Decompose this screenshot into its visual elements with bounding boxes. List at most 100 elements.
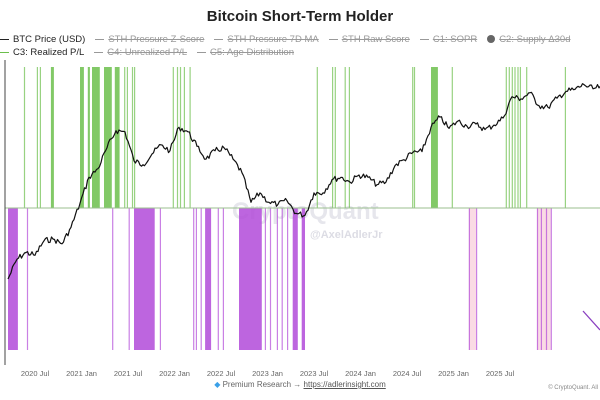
- purple-signal-bar: [134, 208, 155, 350]
- green-signal-bar: [134, 67, 136, 208]
- purple-signal-bar: [239, 208, 262, 350]
- x-tick-label: 2020 Jul: [21, 369, 50, 378]
- legend-line-icon: [328, 38, 338, 40]
- x-tick-label: 2021 Jan: [66, 369, 97, 378]
- green-signal-bar: [183, 67, 185, 208]
- legend-label: BTC Price (USD): [13, 34, 86, 45]
- legend-row: C3: Realized P/L C4: Unrealized P/L C5: Ag…: [0, 46, 600, 59]
- green-signal-bar: [344, 67, 346, 208]
- green-signal-bar: [39, 67, 41, 208]
- legend-label: C5: Age Distribution: [210, 47, 294, 58]
- x-tick-label: 2023 Jan: [252, 369, 283, 378]
- green-signal-bar: [564, 67, 566, 208]
- green-signal-bar: [172, 67, 174, 208]
- green-signal-bar: [451, 67, 453, 208]
- x-tick-label: 2023 Jul: [300, 369, 329, 378]
- legend-label: C1: SOPR: [432, 34, 478, 45]
- purple-signal-bar: [264, 208, 266, 350]
- green-signal-bar: [189, 67, 191, 208]
- green-signal-bar: [334, 67, 336, 208]
- legend-label: C2: Supply Δ30d: [499, 34, 571, 45]
- legend-item[interactable]: C1: SOPR: [419, 33, 478, 46]
- purple-signal-bar: [195, 208, 197, 350]
- green-signal-bar: [412, 67, 414, 208]
- x-tick-label: 2022 Jan: [159, 369, 190, 378]
- legend-line-icon: [0, 51, 9, 53]
- purple-signal-bar: [159, 208, 161, 350]
- green-signal-bar: [50, 67, 54, 208]
- green-signal-bar: [176, 67, 179, 208]
- x-tick-label: 2025 Jan: [438, 369, 469, 378]
- purple-signal-bar: [8, 208, 18, 350]
- green-signal-bar: [104, 67, 112, 208]
- legend-item[interactable]: C4: Unrealized P/L: [94, 46, 187, 59]
- green-signal-bar: [36, 67, 38, 208]
- purple-signal-bar: [205, 208, 212, 350]
- legend-label: C3: Realized P/L: [13, 47, 85, 58]
- x-tick-label: 2022 Jul: [207, 369, 236, 378]
- purple-signal-bar: [301, 208, 305, 350]
- green-signal-bar: [511, 67, 513, 208]
- green-signal-bar: [92, 67, 100, 208]
- green-signal-bar: [514, 67, 516, 208]
- purple-signal-bar: [540, 208, 542, 350]
- purple-signal-bar: [287, 208, 289, 350]
- purple-signal-bar: [550, 208, 552, 350]
- legend-line-icon: [197, 51, 207, 53]
- legend-row: BTC Price (USD) STH Pressure Z-Score STH P…: [0, 33, 600, 46]
- legend-line-icon: [95, 38, 105, 40]
- diamond-icon: ◆: [214, 380, 221, 389]
- legend-item[interactable]: STH Pressure 7D MA: [214, 33, 319, 46]
- legend-dot-icon: [487, 35, 496, 44]
- legend-label: STH Raw Score: [341, 34, 410, 45]
- legend-label: C4: Unrealized P/L: [107, 47, 188, 58]
- green-signal-bar: [179, 67, 182, 208]
- btc-price-line: [7, 83, 600, 280]
- purple-signal-bar: [536, 208, 539, 350]
- purple-signal-bar: [193, 208, 195, 350]
- legend-item[interactable]: C3: Realized P/L: [0, 46, 84, 59]
- legend-item[interactable]: C5: Age Distribution: [197, 46, 294, 59]
- legend-label: STH Pressure 7D MA: [227, 34, 319, 45]
- legend-item[interactable]: STH Raw Score: [328, 33, 410, 46]
- green-signal-bar: [23, 67, 26, 208]
- green-signal-bar: [126, 67, 128, 208]
- purple-signal-bar: [222, 208, 224, 350]
- legend-item[interactable]: STH Pressure Z-Score: [95, 33, 204, 46]
- green-signal-bar: [505, 67, 507, 208]
- green-signal-bar: [316, 67, 318, 208]
- green-signal-bar: [348, 67, 350, 208]
- green-signal-bar: [131, 67, 134, 208]
- green-signal-bar: [124, 67, 126, 208]
- x-tick-label: 2024 Jan: [345, 369, 376, 378]
- legend: BTC Price (USD) STH Pressure Z-Score STH P…: [0, 33, 600, 59]
- legend-line-icon: [419, 38, 429, 40]
- legend-line-icon: [214, 38, 224, 40]
- copyright: © CryptoQuant. All: [548, 385, 598, 391]
- purple-signal-bar: [112, 208, 114, 350]
- green-signal-bar: [519, 67, 521, 208]
- green-signal-bar: [114, 67, 120, 208]
- x-tick-label: 2024 Jul: [393, 369, 422, 378]
- watermark-handle: @AxelAdlerJr: [310, 229, 383, 241]
- footer-link[interactable]: https://adlerinsight.com: [303, 380, 386, 389]
- green-signal-bar: [332, 67, 334, 208]
- purple-signal-bar: [217, 208, 219, 350]
- x-tick-label: 2021 Jul: [114, 369, 143, 378]
- purple-signal-bar: [26, 208, 29, 350]
- c4-segment-line: [582, 310, 600, 331]
- purple-signal-bar: [281, 208, 283, 350]
- chart-title: Bitcoin Short-Term Holder: [206, 8, 394, 25]
- green-signal-bar: [87, 67, 90, 208]
- legend-label: STH Pressure Z-Score: [108, 34, 205, 45]
- purple-signal-bar: [468, 208, 470, 350]
- green-signal-bar: [80, 67, 84, 208]
- purple-signal-bar: [269, 208, 272, 350]
- pink-shade: [468, 208, 476, 350]
- legend-line-icon: [0, 38, 9, 40]
- green-signal-bar: [431, 67, 438, 208]
- footer: ◆ Premium Research → https://adlerinsigh…: [0, 380, 600, 389]
- legend-item[interactable]: C2: Supply Δ30d: [487, 33, 571, 46]
- legend-item[interactable]: BTC Price (USD): [0, 33, 85, 46]
